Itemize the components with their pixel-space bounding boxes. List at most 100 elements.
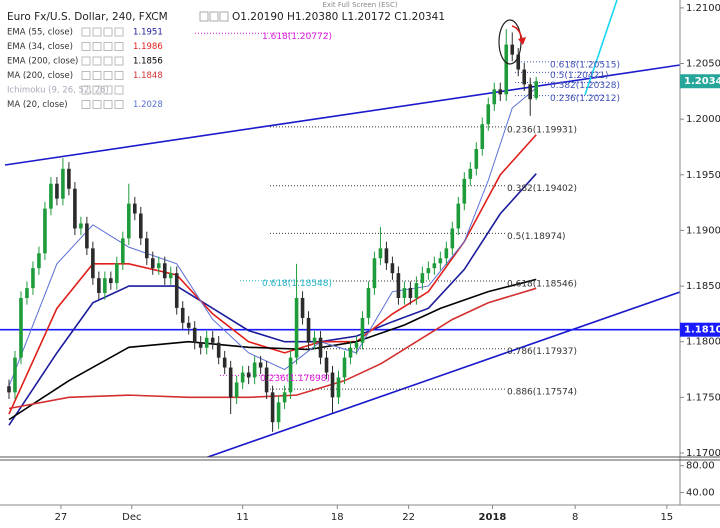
candle-body [204, 337, 209, 348]
candle-body [133, 203, 137, 214]
y-tick-label: 1.17500 [686, 392, 720, 403]
candle-body [384, 248, 389, 264]
candle-body [91, 248, 95, 279]
candle-body [127, 203, 131, 239]
y-tick-label: 1.19500 [686, 170, 720, 181]
legend-name: MA (20, close) [7, 100, 68, 110]
legend-value: 1.1848 [133, 71, 163, 81]
last-price-label-bg [680, 74, 720, 89]
candle-body [354, 342, 359, 348]
legend-value: 1.1986 [133, 42, 163, 52]
fib-label: 0.236(1.20212) [550, 94, 620, 104]
legend-value: 1.1951 [133, 28, 163, 38]
candle-body [258, 362, 263, 368]
legend-icon [81, 71, 91, 80]
candle-body [306, 317, 311, 343]
candle-body [25, 288, 29, 298]
candle-body [474, 148, 479, 169]
legend-icon [103, 71, 113, 80]
candle-body [150, 258, 155, 269]
candle-body [73, 188, 77, 229]
fib-label: 0.236(1.19931) [507, 125, 577, 135]
candle-body [408, 288, 413, 298]
x-tick-label: 11 [236, 512, 249, 523]
candle-body [330, 372, 335, 398]
candle-body [156, 263, 161, 269]
candle-body [288, 357, 293, 393]
trend-line [205, 291, 680, 457]
candle-body [456, 203, 461, 229]
candle-body [282, 392, 287, 403]
legend-icon [103, 100, 113, 109]
fib-label: 0.236(1.17698) [260, 374, 330, 384]
candle-body [67, 168, 71, 189]
candle-body [390, 263, 395, 274]
level-price-label: 1.18108 [684, 325, 720, 336]
legend-name: EMA (55, close) [7, 28, 73, 38]
legend-icon [81, 100, 91, 109]
candle-body [438, 258, 443, 264]
candle-body [49, 183, 53, 209]
candle-body [504, 44, 509, 95]
legend-icon [92, 71, 102, 80]
legend-icon [103, 42, 113, 51]
candle-body [79, 223, 83, 229]
legend-icon [114, 27, 124, 37]
candle-body [414, 283, 419, 298]
projection-line [584, 0, 618, 96]
fib-label: 0.5(1.18974) [507, 232, 566, 242]
arrow-annotation [511, 25, 523, 41]
candle-body [360, 317, 365, 343]
fib-label: 0.618(1.18546) [507, 279, 577, 289]
x-tick-label: 22 [402, 512, 415, 523]
candle-body [432, 263, 437, 269]
y-tick-label: 1.19000 [686, 225, 720, 236]
fib-label: 1.618(1.20772) [262, 32, 332, 42]
candle-body [516, 54, 521, 70]
x-tick-label: 2018 [479, 512, 507, 523]
legend-icon [114, 100, 124, 109]
legend-icon [103, 85, 113, 95]
candle-body [444, 248, 449, 259]
fib-label: 0.382(1.20328) [550, 81, 620, 91]
legend-icon [103, 56, 113, 66]
candle-body [103, 278, 107, 293]
last-price-label: 1.20341 [684, 76, 720, 87]
candle-body [522, 69, 527, 85]
candle-body [246, 372, 251, 378]
candle-body [426, 268, 431, 274]
exit-fullscreen[interactable]: Exit Full Screen (ESC) [322, 1, 397, 9]
candle-body [528, 84, 533, 100]
candle-body [270, 392, 275, 423]
candle-body [121, 238, 125, 264]
candle-body [462, 178, 467, 204]
arrow-head [518, 37, 526, 45]
candle-body [294, 297, 299, 358]
candle-body [180, 307, 185, 323]
candle-body [19, 297, 23, 358]
annotations [498, 19, 526, 65]
candle-body [43, 208, 47, 254]
fib-label: 0.618(1.18548) [262, 279, 332, 289]
candle-body [61, 168, 65, 199]
legend-icon [114, 42, 124, 51]
level-price-label-bg [680, 322, 720, 337]
legend-icon [92, 42, 102, 51]
candle-body [492, 89, 497, 105]
candle-body [252, 362, 257, 378]
fib-label: 0.5(1.20421) [550, 71, 609, 81]
candle-body [480, 124, 485, 149]
legend-icon [81, 42, 91, 51]
candle-body [348, 347, 353, 358]
candle-body [186, 322, 191, 328]
indicator-line [8, 87, 537, 387]
fib-label: 0.618(1.20515) [550, 60, 620, 70]
candle-body [264, 367, 269, 393]
candle-body [85, 223, 89, 249]
legend-icon [81, 56, 91, 66]
candle-body [276, 402, 281, 423]
plot-area [0, 0, 680, 457]
y-tick-label: 1.20500 [686, 59, 720, 70]
